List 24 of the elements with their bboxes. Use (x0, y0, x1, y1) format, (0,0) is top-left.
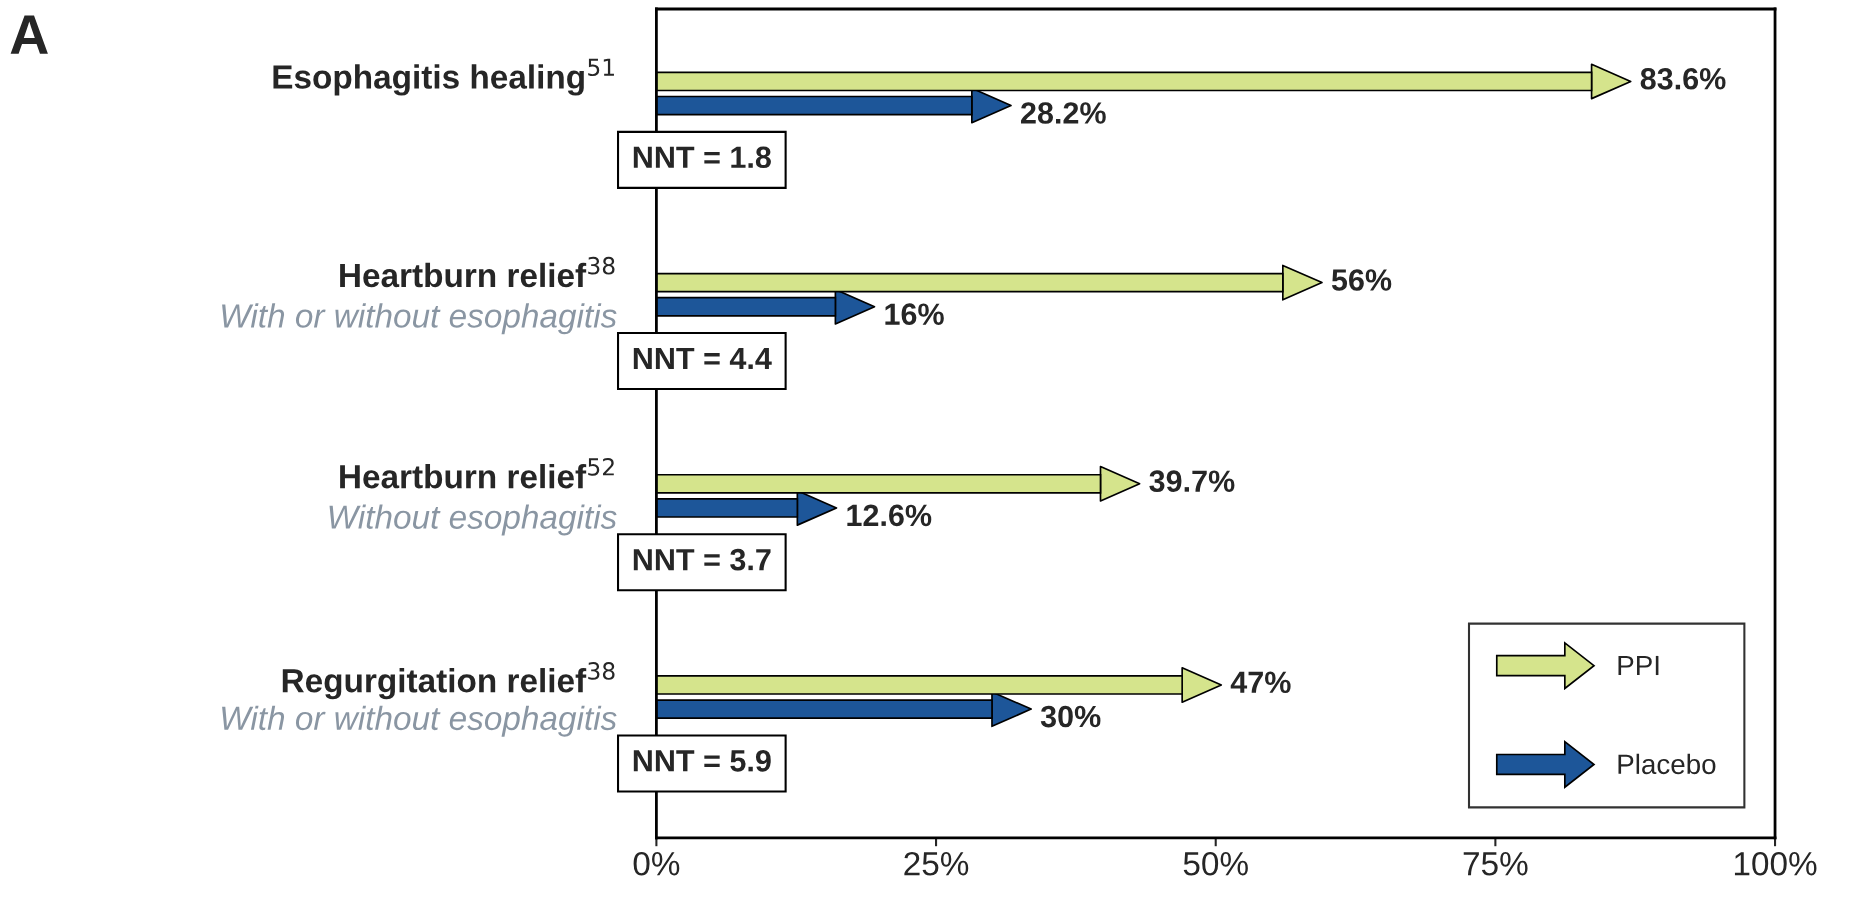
x-tick-label: 100% (1734, 851, 1817, 876)
annotation: NNT = 3.7 (633, 548, 771, 571)
text: A (10, 15, 48, 54)
annotation: NNT = 5.9 (633, 749, 771, 772)
data-label: 12.6% (847, 504, 932, 527)
y-tick-label: Esophagitis healing$^{51}$ (273, 58, 614, 96)
annotation: NNT = 4.4 (633, 347, 772, 369)
data-label: 28.2% (1021, 102, 1106, 124)
annotation: NNT = 1.8 (633, 146, 771, 169)
x-tick-label: 75% (1463, 852, 1528, 876)
legend-label: Placebo (1618, 753, 1716, 775)
legend-label: PPI (1618, 655, 1659, 676)
data-label: 83.6% (1640, 67, 1726, 90)
category-label: Heartburn relief$^{38}$ With or without esophagitis (222, 256, 617, 335)
data-label: 47% (1230, 671, 1291, 694)
category-label: Heartburn relief$^{52}$ Without esophagitis (329, 458, 617, 536)
x-tick-label: 25% (904, 851, 969, 876)
y-tick-label: Regurgitation relief$^{38}$ With or without esophagitis (222, 662, 617, 737)
data-label: 39.7% (1149, 470, 1235, 493)
x-tick-label: 0% (633, 851, 680, 876)
data-label: 16% (885, 303, 944, 325)
data-label: 30% (1040, 705, 1101, 728)
data-label: 56% (1331, 269, 1392, 291)
x-tick-label: 50% (1183, 851, 1248, 876)
